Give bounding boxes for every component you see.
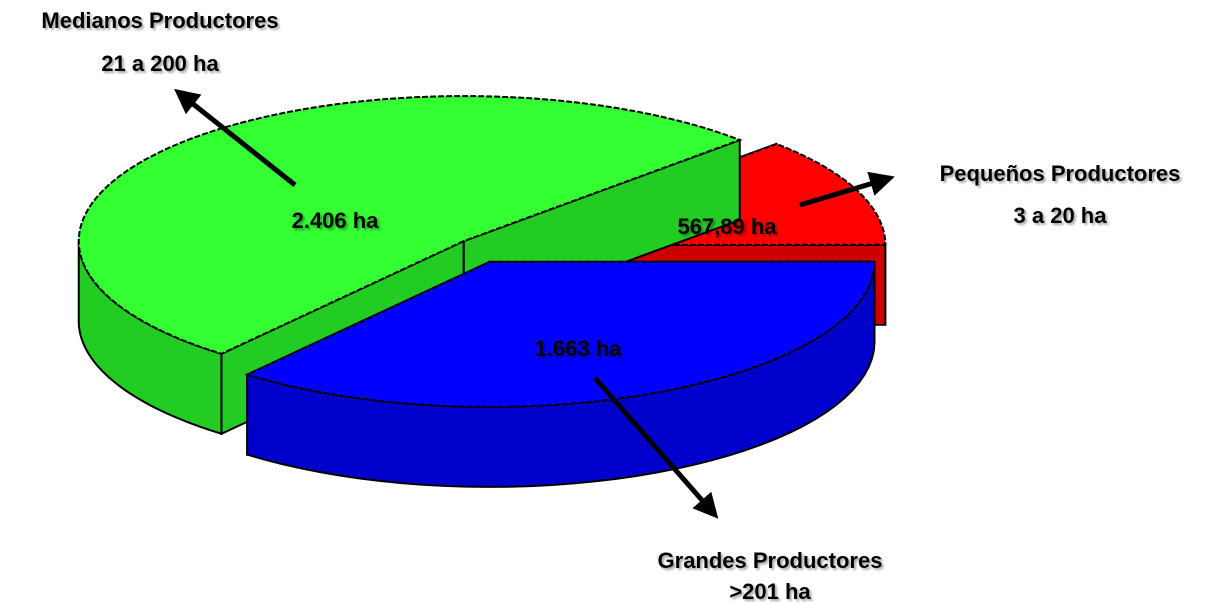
category-range: >201 ha: [729, 579, 811, 604]
category-label: Grandes Productores: [658, 548, 883, 573]
category-label: Pequeños Productores: [940, 161, 1181, 186]
pie: [77, 95, 887, 488]
slice: [244, 260, 876, 408]
arrow: [799, 171, 895, 208]
value-label: 567,89 ha: [677, 214, 777, 239]
slice: [77, 95, 743, 355]
category-range: 3 a 20 ha: [1014, 203, 1108, 228]
value-label: 2.406 ha: [292, 208, 380, 233]
arrow: [174, 88, 297, 187]
value-label: 1.663 ha: [535, 336, 623, 361]
category-range: 21 a 200 ha: [101, 51, 219, 76]
category-label: Medianos Productores: [41, 8, 278, 33]
labels: 2.406 ha Medianos Productores 21 a 200 ha 5…: [41, 8, 1180, 604]
arrow: [593, 376, 719, 519]
